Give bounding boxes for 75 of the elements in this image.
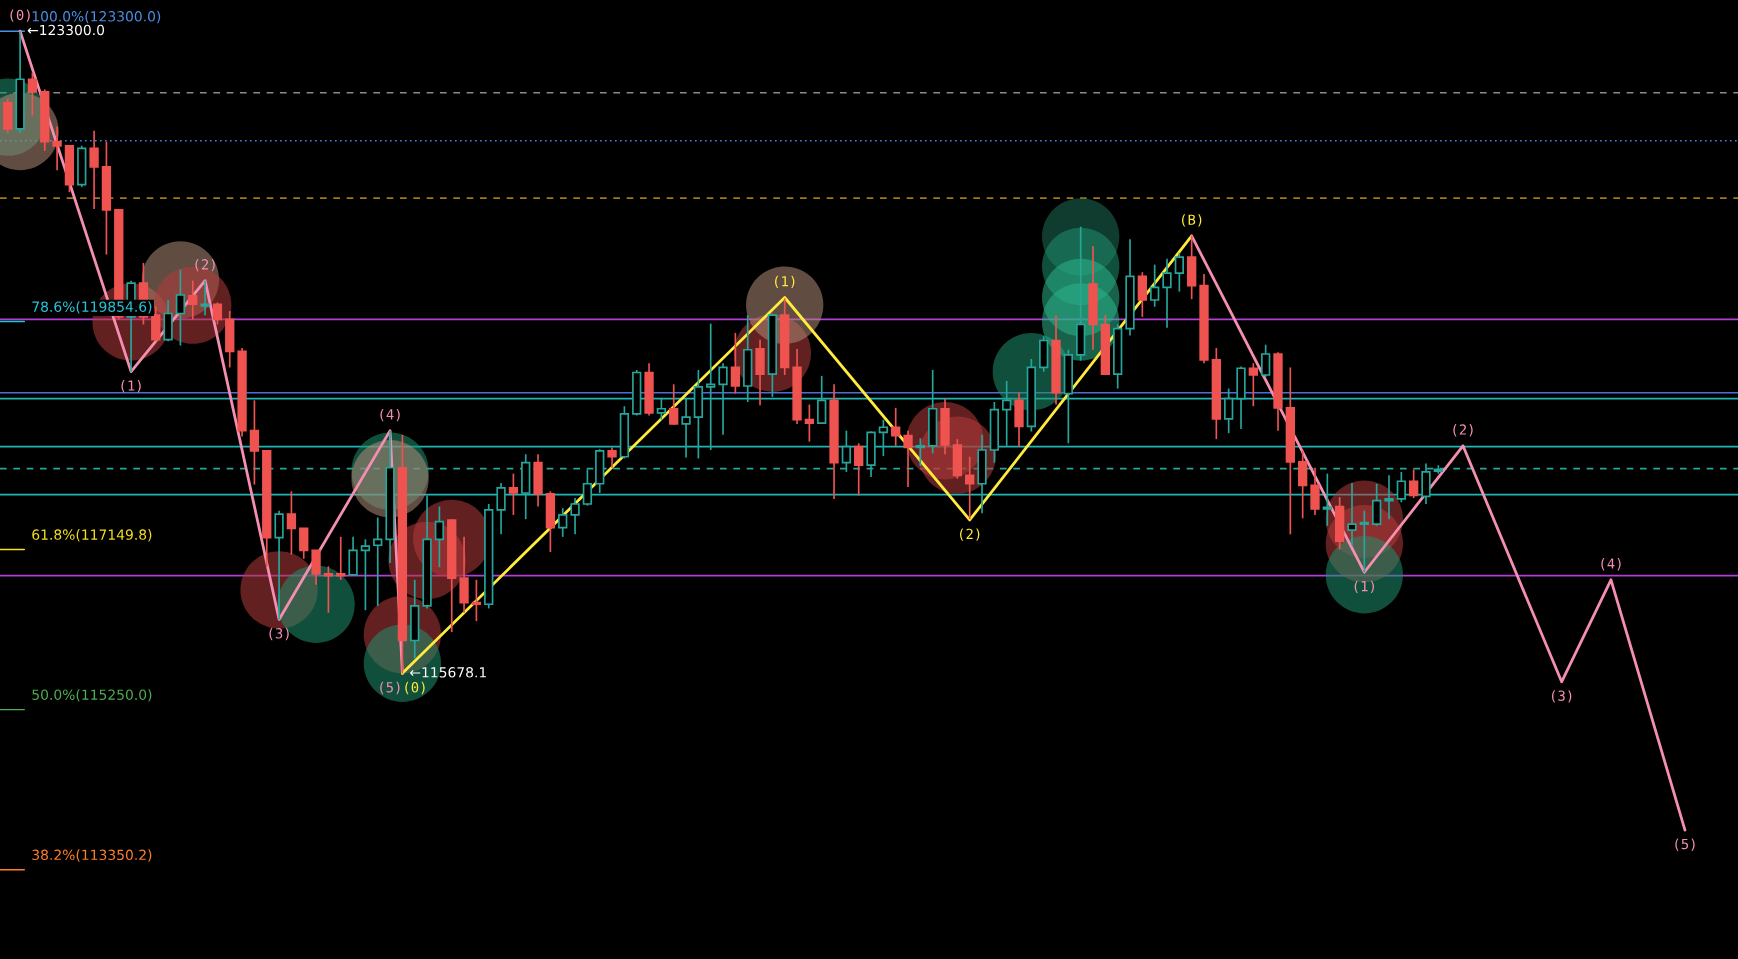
candlestick <box>878 418 889 457</box>
candlestick <box>1384 474 1394 520</box>
candlestick <box>854 442 864 497</box>
candlestick <box>496 482 506 536</box>
candlestick <box>570 497 580 536</box>
candlestick <box>200 279 210 317</box>
annotation: (5) <box>1675 838 1695 851</box>
candlestick <box>1162 257 1172 329</box>
annotation: (4) <box>380 408 400 422</box>
candlestick <box>1137 271 1148 318</box>
annotation: (B) <box>1182 214 1202 227</box>
ref-line-label: 50.0%(115250.0) <box>32 689 152 702</box>
annotation: (3) <box>1551 690 1572 703</box>
candlestick <box>903 429 913 488</box>
candlestick <box>681 396 691 459</box>
candlestick <box>434 505 445 569</box>
candlestick <box>274 509 284 621</box>
candlestick <box>89 129 99 210</box>
annotation: (3) <box>269 627 289 641</box>
annotation: (4) <box>1601 558 1621 571</box>
candlestick <box>1322 472 1332 527</box>
candlestick <box>1359 509 1369 574</box>
candlestick <box>730 332 741 395</box>
candlestick <box>188 279 198 321</box>
candlestick <box>249 399 260 486</box>
annotation: (2) <box>195 258 215 272</box>
annotation: (1) <box>121 380 141 393</box>
candlestick <box>52 125 62 172</box>
candlestick <box>323 565 334 614</box>
candlestick <box>508 472 519 516</box>
candlestick <box>286 490 297 556</box>
candlestick <box>804 403 815 443</box>
candlestick <box>817 375 827 425</box>
candlestick <box>1310 466 1320 516</box>
candlestick <box>336 535 346 581</box>
candlestick <box>718 362 728 436</box>
candlestick <box>1002 380 1012 447</box>
candlestick <box>1396 471 1406 504</box>
candlestick <box>965 455 975 520</box>
candlestick <box>1174 251 1185 293</box>
annotation: (2) <box>1453 424 1473 437</box>
candlestick <box>311 549 321 586</box>
candlestick <box>669 383 679 426</box>
candlestick <box>175 268 186 347</box>
annotation: (1) <box>1354 580 1374 594</box>
candlestick <box>1347 482 1357 547</box>
candlestick <box>656 396 667 421</box>
candlestick <box>706 322 716 451</box>
annotation: (2) <box>960 528 980 541</box>
candlestick <box>607 446 617 469</box>
candlestick <box>1298 449 1308 520</box>
candlestick <box>558 507 568 538</box>
ref-line-label: 78.6%(119854.6) <box>32 301 152 314</box>
candlestick <box>360 538 371 611</box>
candlestick <box>1150 263 1160 308</box>
ref-line-label: 38.2%(113350.2) <box>32 849 152 862</box>
candlestick <box>299 527 309 560</box>
ref-line-label: 100.0%(123300.0) <box>32 10 161 24</box>
candlestick <box>1261 343 1271 378</box>
candlestick <box>891 407 901 447</box>
candlestick <box>373 516 383 607</box>
ref-line-label: 61.8%(117149.8) <box>32 529 152 542</box>
candlestick <box>1248 362 1258 408</box>
candlestick <box>27 71 38 117</box>
candlestick <box>1409 468 1419 499</box>
candlestick <box>1224 387 1234 435</box>
annotation: (1) <box>775 275 795 289</box>
annotation: (5) <box>380 681 400 695</box>
annotation: (0) <box>405 681 425 695</box>
candlestick <box>1372 482 1382 527</box>
text: ←115678.1 <box>410 667 486 678</box>
candlestick <box>471 578 482 622</box>
text: ←123300.0 <box>27 24 105 36</box>
candlestick <box>915 437 926 467</box>
annotation: (0) <box>10 9 30 22</box>
